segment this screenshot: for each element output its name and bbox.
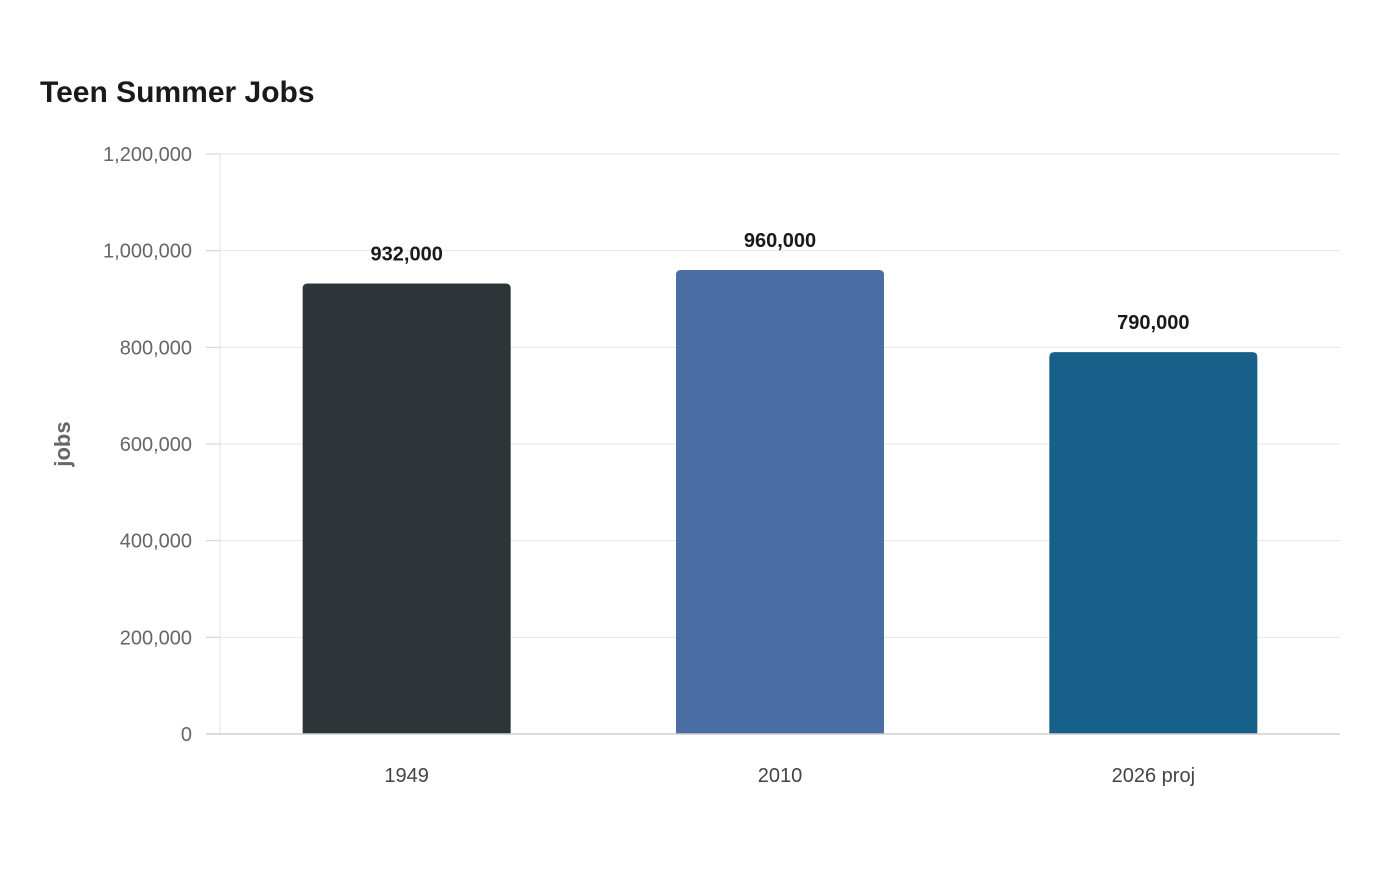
y-axis-title: jobs xyxy=(50,421,75,467)
data-labels: 932,000 960,000 790,000 xyxy=(371,230,1190,334)
y-tick-label-0: 0 xyxy=(181,724,192,746)
x-label-2010: 2010 xyxy=(758,765,803,787)
y-tick-label-2: 400,000 xyxy=(120,531,192,553)
bar-1949 xyxy=(302,283,511,734)
y-tick-label-1: 200,000 xyxy=(120,627,192,649)
y-tick-label-5: 1,000,000 xyxy=(103,241,192,263)
x-axis-labels: 1949 2010 2026 proj xyxy=(384,765,1195,787)
bar-2026-proj xyxy=(1049,352,1258,734)
bar-2010 xyxy=(676,270,884,734)
x-label-2026-proj: 2026 proj xyxy=(1112,765,1195,787)
y-tick-label-3: 600,000 xyxy=(120,434,192,456)
y-axis-ticks: 0 200,000 400,000 600,000 800,000 1,000,000 1,… xyxy=(103,144,220,746)
data-label-1949: 932,000 xyxy=(371,244,443,266)
y-tick-label-6: 1,200,000 xyxy=(103,144,192,166)
y-tick-label-4: 800,000 xyxy=(120,337,192,359)
x-label-1949: 1949 xyxy=(384,765,429,787)
data-label-2026-proj: 790,000 xyxy=(1117,312,1189,334)
bars xyxy=(302,270,1258,734)
data-label-2010: 960,000 xyxy=(744,230,816,252)
chart-title: Teen Summer Jobs xyxy=(40,76,315,109)
